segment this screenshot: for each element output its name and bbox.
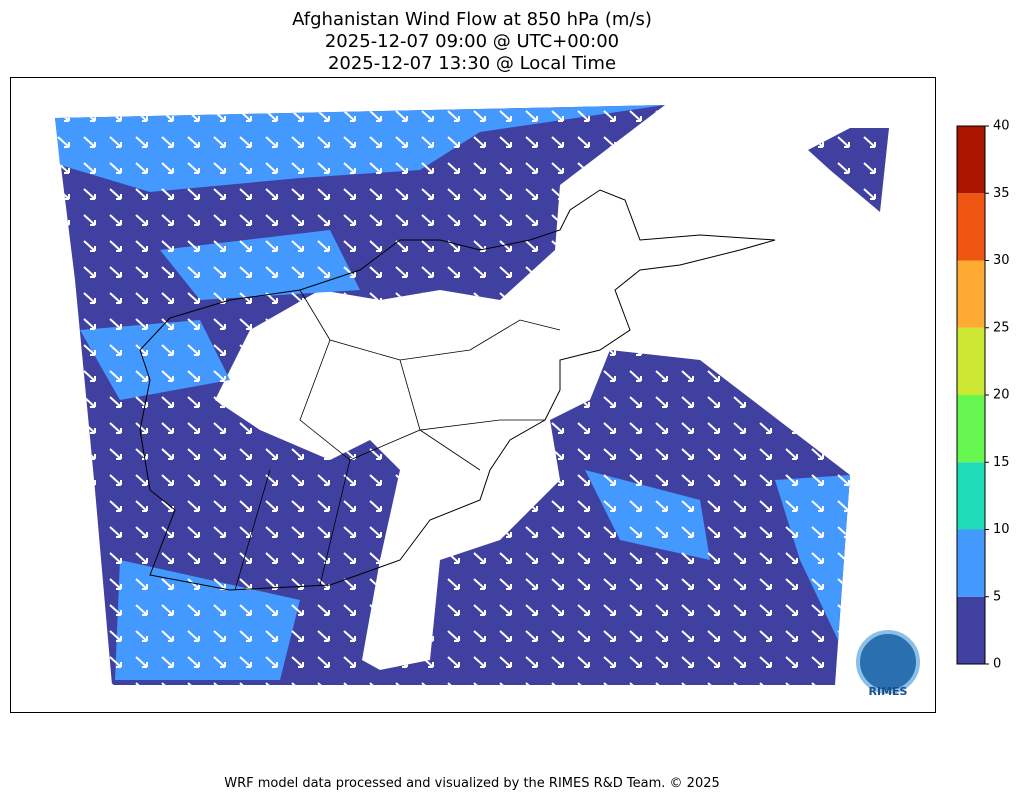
colorbar-segment (957, 395, 985, 463)
colorbar-segment (957, 596, 985, 664)
colorbar-tick-label: 35 (993, 186, 1010, 201)
colorbar-tick-label: 40 (993, 119, 1010, 134)
title-line: 2025-12-07 13:30 @ Local Time (328, 53, 616, 74)
title-line: 2025-12-07 09:00 @ UTC+00:00 (325, 31, 619, 52)
colorbar-tick-label: 20 (993, 388, 1010, 403)
colorbar-tick-label: 5 (993, 589, 1001, 604)
colorbar: 0 5 10 15 20 25 30 35 40 (956, 119, 1010, 672)
colorbar-segment (957, 260, 985, 328)
colorbar-segment (957, 327, 985, 395)
footer: WRF model data processed and visualized … (224, 776, 720, 791)
logo-text: RIMES (869, 685, 908, 698)
province-border (234, 289, 561, 591)
country-border (139, 189, 776, 591)
wind-arrows (55, 105, 889, 685)
colorbar-segment (957, 193, 985, 261)
colorbar-tick-label: 0 (993, 657, 1001, 672)
colorbar-segment (957, 462, 985, 530)
logo (856, 630, 920, 694)
colorbar-tick-label: 30 (993, 253, 1010, 268)
colorbar-segment (957, 529, 985, 597)
colorbar-segment (957, 126, 985, 194)
colorbar-tick-label: 25 (993, 320, 1010, 335)
colorbar-tick-label: 10 (993, 522, 1010, 537)
colorbar-tick-label: 15 (993, 455, 1010, 470)
map-frame (10, 77, 936, 713)
title-line: Afghanistan Wind Flow at 850 hPa (m/s) (292, 9, 652, 30)
map: RIMES (55, 105, 920, 698)
